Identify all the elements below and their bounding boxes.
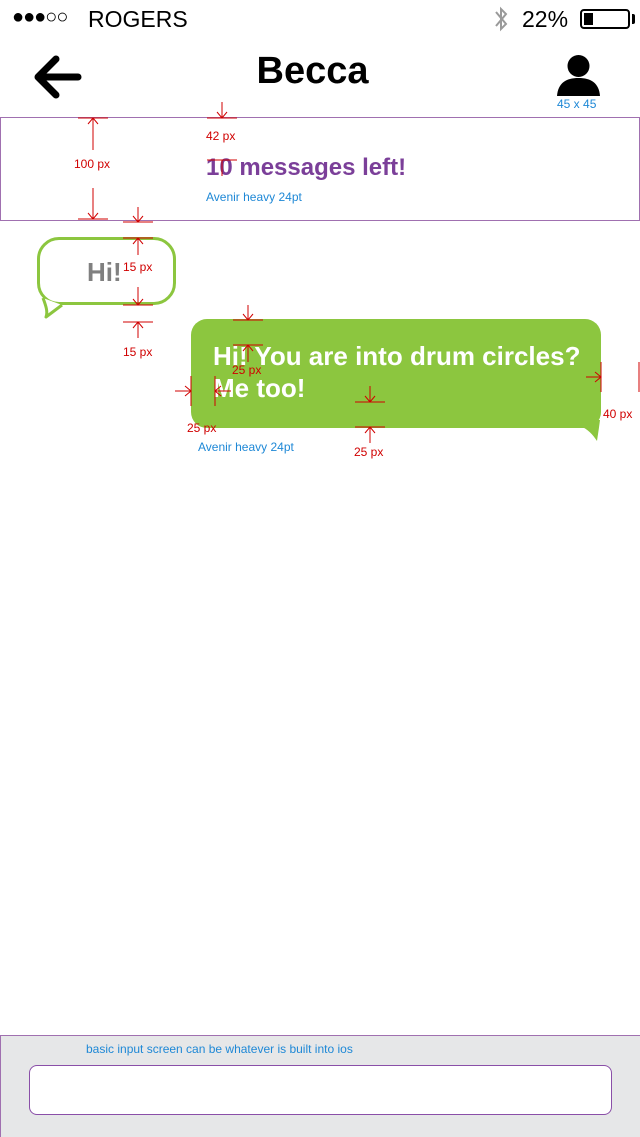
signal-strength: ●●●○○: [12, 6, 68, 28]
battery-nub: [632, 14, 635, 24]
message-input[interactable]: [29, 1065, 612, 1115]
messages-left-label: 10 messages left!: [206, 154, 407, 181]
arrow-left-icon[interactable]: [32, 55, 82, 99]
banner-top-spec: 42 px: [206, 129, 236, 143]
input-area-note: basic input screen can be whatever is bu…: [86, 1042, 353, 1056]
bluetooth-icon: [495, 6, 508, 32]
outgoing-font-spec: Avenir heavy 24pt: [198, 440, 294, 454]
incoming-gap-spec: 15 px: [123, 345, 153, 359]
battery-icon: [580, 9, 630, 29]
incoming-message-text: Hi!: [87, 257, 122, 287]
profile-size-spec: 45 x 45: [557, 97, 597, 111]
battery-fill: [584, 13, 593, 25]
carrier-name: ROGERS: [88, 6, 188, 32]
status-bar: ●●●○○ ROGERS 22%: [0, 0, 640, 40]
outgoing-bubble-tail: [580, 420, 600, 441]
outgoing-top-padding-spec: 25 px: [232, 363, 262, 377]
outgoing-left-padding-spec: 25 px: [187, 421, 217, 435]
page-title: Becca: [256, 50, 369, 92]
outgoing-message-bubble: [191, 319, 601, 428]
incoming-bubble-tail: [41, 298, 63, 319]
outgoing-bottom-padding-spec: 25 px: [354, 445, 384, 459]
person-icon[interactable]: [556, 53, 601, 98]
battery-percent: 22%: [522, 6, 569, 32]
outgoing-message-text: Hi! You are into drum circles? Me too!: [213, 341, 581, 403]
incoming-padding-spec: 15 px: [123, 260, 153, 274]
banner-height-spec: 100 px: [74, 157, 111, 171]
outgoing-right-margin-spec: 40 px: [603, 407, 633, 421]
incoming-message-bubble: [37, 237, 176, 305]
banner-font-spec: Avenir heavy 24pt: [206, 190, 302, 204]
